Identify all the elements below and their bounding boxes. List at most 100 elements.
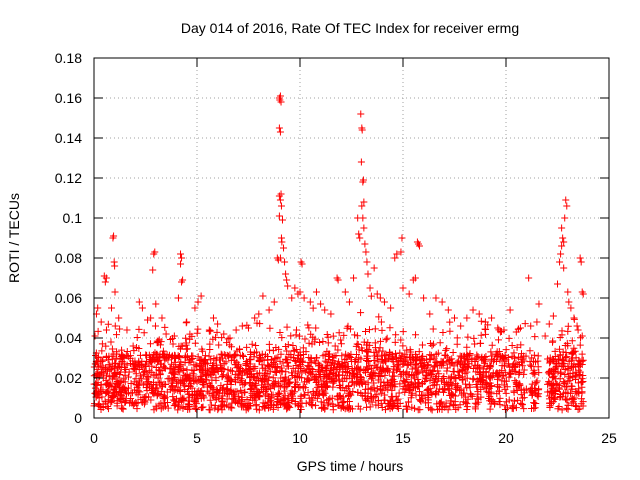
data-point bbox=[251, 314, 259, 322]
data-point bbox=[471, 340, 479, 348]
data-point bbox=[553, 359, 561, 367]
data-point bbox=[133, 333, 141, 341]
data-point bbox=[153, 337, 161, 345]
data-point bbox=[277, 374, 285, 382]
data-point bbox=[301, 335, 309, 343]
data-point bbox=[132, 375, 140, 383]
data-point bbox=[486, 363, 494, 371]
data-point bbox=[245, 324, 252, 332]
data-point bbox=[138, 304, 146, 312]
data-point bbox=[572, 402, 580, 410]
data-point bbox=[277, 98, 285, 106]
data-point bbox=[541, 332, 549, 340]
data-point bbox=[205, 352, 213, 360]
data-point bbox=[371, 325, 379, 333]
data-point bbox=[343, 324, 351, 332]
data-point bbox=[556, 345, 564, 353]
data-point bbox=[140, 400, 148, 408]
data-point bbox=[321, 306, 329, 314]
data-point bbox=[241, 388, 249, 396]
data-point bbox=[223, 339, 231, 347]
data-point bbox=[183, 370, 191, 378]
data-point bbox=[274, 389, 282, 397]
data-point bbox=[426, 385, 434, 393]
data-point bbox=[240, 352, 248, 360]
data-point bbox=[278, 368, 286, 376]
data-point bbox=[212, 376, 220, 384]
data-point bbox=[438, 358, 446, 366]
data-point bbox=[315, 390, 323, 398]
data-point bbox=[513, 343, 521, 351]
data-point bbox=[368, 398, 376, 406]
data-point bbox=[357, 365, 365, 373]
data-point bbox=[277, 364, 285, 372]
data-point bbox=[461, 357, 469, 365]
data-point bbox=[549, 398, 557, 406]
data-point bbox=[256, 320, 264, 328]
data-point bbox=[477, 393, 485, 401]
data-point bbox=[294, 401, 302, 409]
data-point bbox=[452, 405, 460, 413]
data-point bbox=[398, 234, 406, 242]
data-point bbox=[498, 367, 506, 375]
data-point bbox=[473, 376, 481, 384]
data-point bbox=[378, 404, 386, 412]
data-point bbox=[167, 379, 175, 387]
data-point bbox=[238, 322, 246, 330]
data-point bbox=[444, 382, 452, 390]
data-point bbox=[364, 270, 372, 278]
data-point bbox=[563, 202, 571, 210]
data-point bbox=[397, 336, 405, 344]
data-point bbox=[228, 353, 236, 361]
data-point bbox=[564, 288, 572, 296]
data-point bbox=[269, 374, 277, 382]
data-point bbox=[268, 391, 276, 399]
data-point bbox=[121, 378, 129, 386]
data-point bbox=[207, 327, 215, 335]
data-point bbox=[253, 390, 261, 398]
plot-frame bbox=[93, 57, 610, 419]
data-point bbox=[273, 363, 281, 371]
data-point bbox=[295, 373, 303, 381]
data-point bbox=[568, 349, 576, 357]
data-point bbox=[152, 300, 160, 308]
data-point bbox=[415, 242, 423, 250]
data-point bbox=[288, 294, 296, 302]
data-point bbox=[417, 363, 425, 371]
data-point bbox=[115, 362, 123, 370]
data-point bbox=[305, 324, 313, 332]
data-point bbox=[500, 326, 508, 334]
data-point bbox=[549, 312, 557, 320]
data-point bbox=[505, 370, 513, 378]
data-point bbox=[312, 392, 320, 400]
data-point bbox=[161, 402, 169, 410]
data-point bbox=[552, 386, 560, 394]
data-point bbox=[300, 294, 308, 302]
data-point bbox=[137, 395, 145, 403]
data-point bbox=[511, 362, 519, 370]
data-point bbox=[213, 388, 221, 396]
data-point bbox=[132, 389, 140, 397]
data-point bbox=[440, 378, 448, 386]
data-point bbox=[305, 339, 313, 347]
data-point bbox=[446, 318, 454, 326]
data-point bbox=[206, 370, 214, 378]
data-point bbox=[359, 214, 367, 222]
data-point bbox=[574, 379, 582, 387]
data-point bbox=[393, 361, 401, 369]
y-tick-label: 0.16 bbox=[55, 90, 82, 106]
data-point bbox=[259, 377, 267, 385]
data-point bbox=[381, 396, 389, 404]
data-point bbox=[149, 380, 157, 388]
data-point bbox=[357, 309, 365, 317]
data-point bbox=[507, 370, 515, 378]
data-point bbox=[218, 334, 226, 342]
data-point bbox=[126, 354, 134, 362]
data-point bbox=[266, 398, 274, 406]
data-point bbox=[309, 333, 317, 341]
data-point bbox=[575, 362, 583, 370]
data-point bbox=[152, 363, 160, 371]
data-point bbox=[296, 288, 304, 296]
data-point bbox=[285, 378, 293, 386]
data-point bbox=[386, 324, 394, 332]
